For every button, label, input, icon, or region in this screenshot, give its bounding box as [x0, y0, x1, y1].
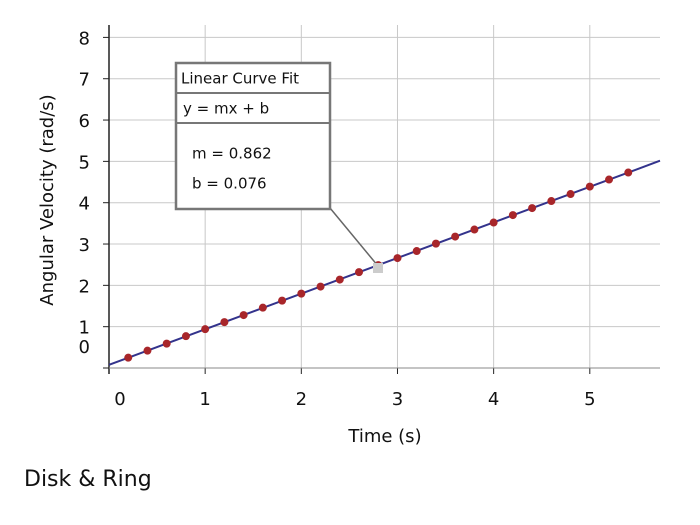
x-tick-label: 2 [296, 389, 307, 410]
data-point [431, 239, 440, 248]
y-axis-label: Angular Velocity (rad/s) [37, 94, 58, 305]
callout-leader [329, 207, 379, 267]
data-point [124, 353, 133, 362]
data-point [162, 339, 171, 348]
x-tick-label: 0 [114, 389, 125, 410]
y-tick-label: 8 [79, 28, 90, 49]
y-tick-label: 3 [79, 235, 90, 256]
y-tick-label: 5 [79, 152, 90, 173]
y-tick-label: 4 [79, 194, 90, 215]
data-point [470, 225, 479, 234]
y-tick-label: 6 [79, 111, 90, 132]
data-point [547, 197, 556, 206]
data-point [278, 296, 287, 305]
caption: Disk & Ring [24, 467, 152, 492]
data-point [220, 318, 229, 327]
y-tick-label: 1 [79, 318, 90, 339]
data-point [624, 168, 633, 177]
data-point [451, 232, 460, 241]
data-point [585, 182, 594, 191]
data-point [355, 268, 364, 277]
fit-title: Linear Curve Fit [181, 70, 299, 88]
data-point [239, 311, 248, 320]
x-tick-label: 1 [199, 389, 210, 410]
data-point [297, 289, 306, 298]
x-tick-label: 3 [392, 389, 403, 410]
data-point [316, 282, 325, 291]
data-point [412, 247, 421, 256]
x-tick-label: 5 [584, 389, 595, 410]
data-point [143, 346, 152, 355]
data-point [489, 218, 498, 227]
data-point [201, 325, 210, 334]
y-tick-label: 2 [79, 276, 90, 297]
data-point [335, 275, 344, 284]
callout-marker [373, 263, 383, 273]
data-point [566, 190, 575, 199]
data-point [508, 211, 517, 220]
fit-box: Linear Curve Fit y = mx + b m = 0.862 b … [174, 61, 332, 211]
y-tick-label: 0 [79, 337, 90, 358]
fit-equation: y = mx + b [183, 100, 269, 118]
data-point [258, 303, 267, 312]
data-point [528, 204, 537, 213]
data-point [181, 332, 190, 341]
data-point [605, 175, 614, 184]
data-point [393, 254, 402, 263]
fit-param: m = 0.862 [192, 145, 272, 163]
y-tick-label: 7 [79, 70, 90, 91]
x-tick-label: 4 [488, 389, 499, 410]
fit-box-frame [174, 61, 332, 211]
fit-param: b = 0.076 [192, 175, 267, 193]
x-axis-label: Time (s) [347, 426, 421, 447]
